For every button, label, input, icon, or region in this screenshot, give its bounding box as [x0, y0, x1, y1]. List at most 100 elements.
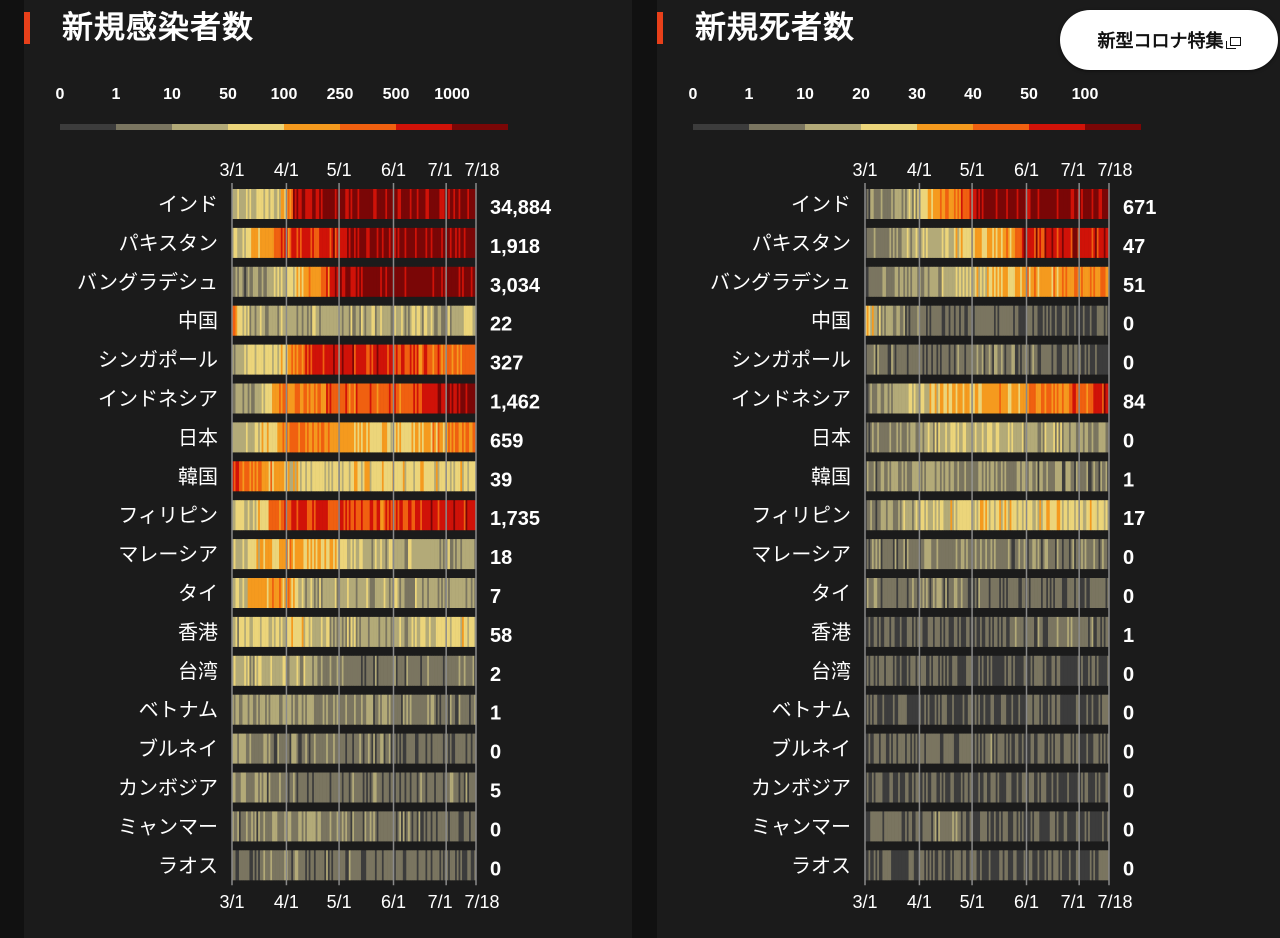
heatmap-cell [957, 461, 960, 492]
heatmap-cell [329, 655, 332, 686]
heatmap-cell [374, 772, 377, 803]
heatmap-cell [906, 811, 909, 842]
heatmap-cell [1013, 772, 1016, 803]
heatmap-cell [973, 655, 976, 686]
heatmap-cell [469, 422, 472, 453]
heatmap-cell [1102, 383, 1105, 414]
heatmap-cell [913, 616, 916, 647]
heatmap-cell [371, 227, 374, 258]
heatmap-cell [360, 461, 364, 492]
heatmap-cell [1039, 694, 1042, 725]
heatmap-cell [969, 811, 972, 842]
heatmap-cell [931, 694, 934, 725]
heatmap-cell [980, 266, 983, 297]
heatmap-cell [347, 850, 350, 881]
heatmap-cell [364, 266, 367, 297]
heatmap-cell [922, 539, 925, 570]
heatmap-cell [1044, 344, 1047, 375]
heatmap-cell [425, 461, 428, 492]
heatmap-cell [1067, 422, 1070, 453]
heatmap-cell [441, 461, 444, 492]
heatmap-cell [896, 383, 899, 414]
heatmap-cell [333, 655, 336, 686]
heatmap-cell [456, 422, 459, 453]
heatmap-cell [1074, 733, 1077, 764]
heatmap-cell [319, 694, 322, 725]
heatmap-cell [347, 578, 350, 608]
heatmap-cell [1014, 694, 1017, 725]
heatmap-cell [435, 266, 438, 297]
heatmap-cell [310, 850, 313, 881]
heatmap-cell [399, 539, 402, 570]
heatmap-cell [408, 733, 411, 764]
heatmap-cell [434, 461, 437, 492]
heatmap-cell [878, 655, 881, 686]
heatmap-cell [915, 772, 918, 803]
heatmap-cell [334, 461, 337, 492]
heatmap-cell [263, 655, 266, 686]
heatmap-cell [1089, 616, 1092, 647]
heatmap-cell [906, 500, 909, 531]
heatmap-cell [917, 772, 920, 803]
heatmap-cell [259, 500, 262, 531]
heatmap-cell [1000, 461, 1003, 492]
heatmap-cell [279, 344, 282, 375]
heatmap-cell [915, 500, 918, 531]
heatmap-cell [413, 422, 416, 453]
heatmap-cell [1039, 383, 1042, 414]
heatmap-cell [399, 189, 402, 219]
heatmap-cell [306, 500, 309, 531]
heatmap-cell [418, 772, 421, 803]
heatmap-cell [266, 850, 269, 881]
heatmap-cell [992, 811, 995, 842]
heatmap-cell [263, 578, 266, 608]
heatmap-cell [1037, 772, 1040, 803]
heatmap-cell [1093, 266, 1096, 297]
heatmap-cell [266, 733, 269, 764]
heatmap-cell [953, 811, 956, 842]
heatmap-cell [336, 500, 339, 531]
heatmap-cell [256, 227, 259, 258]
heatmap-cell [1013, 733, 1016, 764]
heatmap-cell [451, 383, 454, 414]
heatmap-cell [875, 189, 878, 219]
heatmap-cell [240, 189, 243, 219]
heatmap-cell [912, 344, 915, 375]
heatmap-cell [1027, 383, 1030, 414]
heatmap-cell [455, 422, 458, 453]
heatmap-cell [1074, 266, 1077, 297]
heatmap-cell [427, 383, 430, 414]
heatmap-cell [884, 189, 887, 219]
heatmap-cell [870, 305, 873, 336]
heatmap-cell [268, 422, 271, 453]
heatmap-cell [268, 850, 271, 881]
heatmap-cell [1027, 461, 1030, 492]
heatmap-cell [381, 616, 384, 647]
heatmap-cell [378, 266, 381, 297]
heatmap-cell [427, 811, 430, 842]
heatmap-cell [298, 772, 301, 803]
heatmap-cell [1054, 578, 1058, 608]
heatmap-cell [953, 266, 956, 297]
heatmap-cell [364, 616, 367, 647]
heatmap-cell [993, 733, 997, 764]
heatmap-cell [973, 383, 976, 414]
heatmap-cell [467, 539, 470, 570]
heatmap-cell [385, 733, 388, 764]
heatmap-cell [1044, 655, 1047, 686]
heatmap-cell [326, 266, 329, 297]
heatmap-cell [875, 461, 878, 492]
heatmap-cell [413, 189, 416, 219]
heatmap-cell [957, 694, 960, 725]
heatmap-cell [959, 383, 962, 414]
heatmap-cell [896, 616, 899, 647]
heatmap-cell [453, 383, 456, 414]
heatmap-cell [460, 850, 463, 881]
heatmap-cell [1021, 461, 1024, 492]
heatmap-cell [1009, 422, 1012, 453]
heatmap-cell [892, 461, 895, 492]
heatmap-cell [448, 811, 451, 842]
heatmap-cell [905, 189, 908, 219]
heatmap-cell [941, 461, 944, 492]
heatmap-cell [1009, 616, 1012, 647]
